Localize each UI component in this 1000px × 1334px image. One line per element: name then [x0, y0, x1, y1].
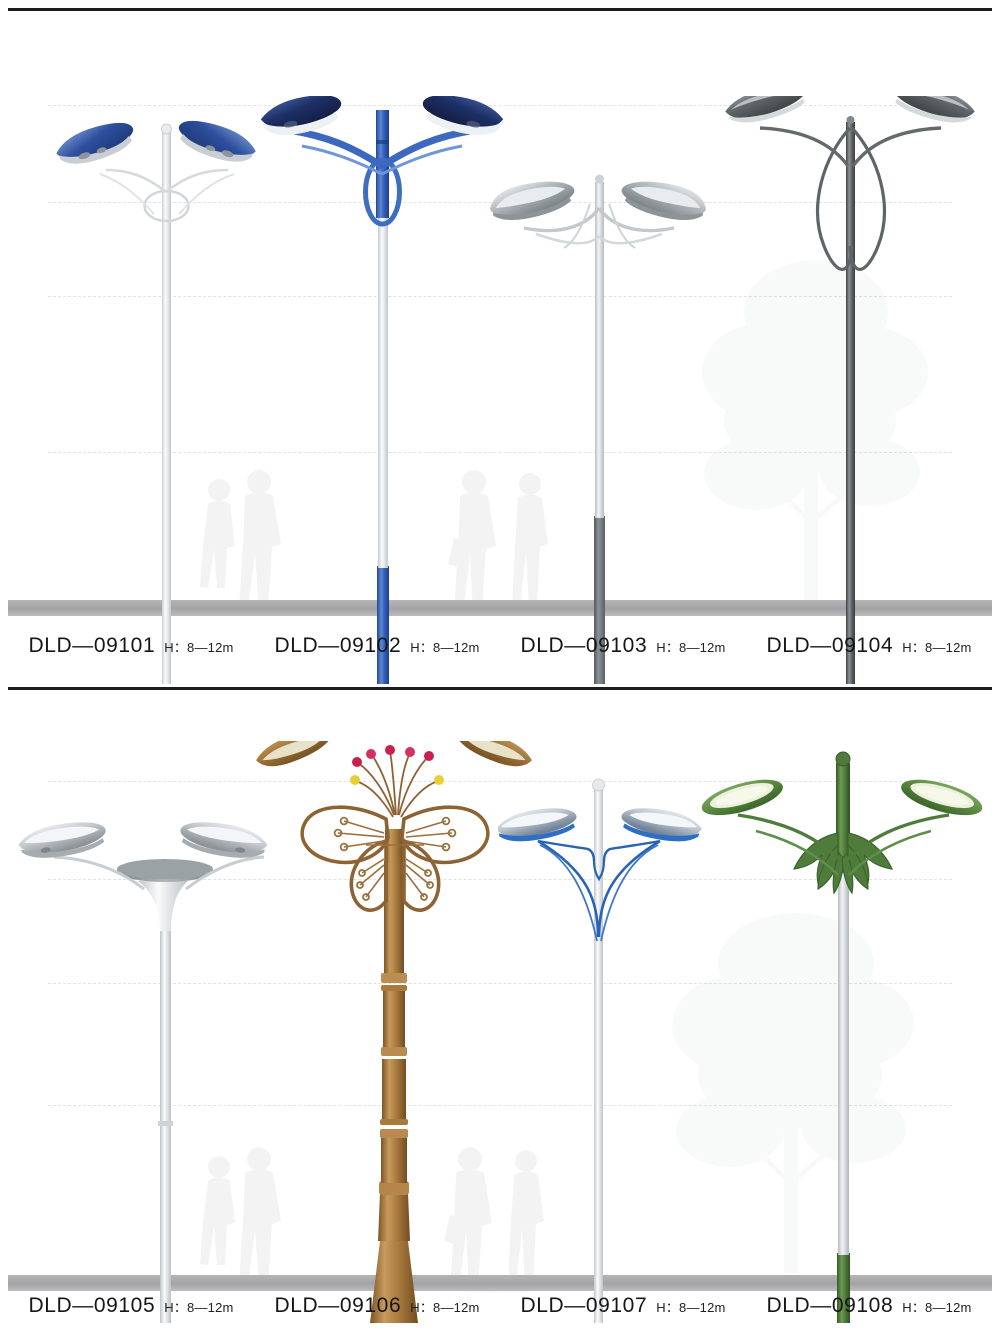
antenna-tip [405, 747, 415, 757]
guideline [48, 105, 952, 106]
antenna-tip [424, 751, 434, 761]
product-dld-09107[interactable] [498, 741, 748, 1323]
model-label: DLD—09108 [766, 1294, 894, 1317]
guideline [48, 983, 952, 984]
spec-label: H：8—12m [164, 640, 234, 655]
antenna-tip [366, 749, 376, 759]
caption-dld-09102: DLD—09102 H：8—12m [254, 634, 500, 658]
product-dld-09103[interactable] [478, 96, 718, 684]
caption-dld-09104: DLD—09104 H：8—12m [746, 634, 992, 658]
guideline [48, 452, 952, 453]
caption-dld-09101: DLD—09101 H：8—12m [8, 634, 254, 658]
frame-rule-middle [8, 687, 992, 690]
guideline [48, 1105, 952, 1106]
ground-strip-top [8, 600, 992, 616]
product-dld-09105[interactable] [18, 741, 268, 1323]
product-dld-09106[interactable] [248, 741, 548, 1323]
spec-label: H：8—12m [656, 1300, 726, 1315]
caption-dld-09103: DLD—09103 H：8—12m [500, 634, 746, 658]
spec-label: H：8—12m [410, 1300, 480, 1315]
model-label: DLD—09101 [28, 634, 156, 657]
spec-label: H：8—12m [410, 640, 480, 655]
spec-label: H：8—12m [164, 1300, 234, 1315]
model-label: DLD—09104 [766, 634, 894, 657]
ground-strip-bottom [8, 1275, 992, 1291]
antenna-tip [352, 757, 362, 767]
guideline [48, 781, 952, 782]
ghost-tree-watermark [668, 883, 918, 1273]
model-label: DLD—09102 [274, 634, 402, 657]
model-label: DLD—09103 [520, 634, 648, 657]
caption-dld-09107: DLD—09107 H：8—12m [500, 1294, 746, 1318]
caption-row-bottom: DLD—09105 H：8—12m DLD—09106 H：8—12m DLD—09… [8, 1294, 992, 1318]
spec-label: H：8—12m [902, 1300, 972, 1315]
model-label: DLD—09105 [28, 1294, 156, 1317]
catalog-row-top [8, 12, 992, 684]
model-label: DLD—09107 [520, 1294, 648, 1317]
guideline [48, 296, 952, 297]
model-label: DLD—09106 [274, 1294, 402, 1317]
guideline [48, 879, 952, 880]
caption-dld-09108: DLD—09108 H：8—12m [746, 1294, 992, 1318]
spec-label: H：8—12m [902, 640, 972, 655]
catalog-row-bottom [8, 693, 992, 1323]
product-dld-09108[interactable] [698, 741, 988, 1323]
frame-rule-top [8, 8, 992, 11]
antenna-tip [385, 745, 395, 755]
product-dld-09101[interactable] [38, 96, 268, 684]
caption-dld-09106: DLD—09106 H：8—12m [254, 1294, 500, 1318]
antenna-tip [350, 775, 360, 785]
antenna-tip [434, 775, 444, 785]
caption-row-top: DLD—09101 H：8—12m DLD—09102 H：8—12m DLD—09… [8, 634, 992, 658]
spec-label: H：8—12m [656, 640, 726, 655]
product-dld-09104[interactable] [720, 96, 980, 684]
product-dld-09102[interactable] [258, 96, 508, 684]
caption-dld-09105: DLD—09105 H：8—12m [8, 1294, 254, 1318]
